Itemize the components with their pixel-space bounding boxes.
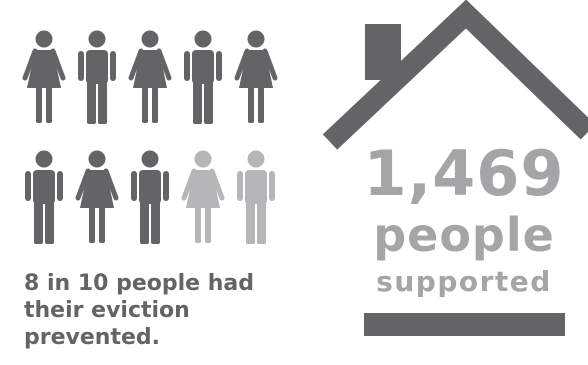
male-person-icon <box>131 150 169 244</box>
male-person-icon <box>25 150 63 244</box>
house-base <box>364 313 565 336</box>
chimney <box>365 24 401 80</box>
people-count: 1,469 <box>363 137 565 210</box>
eviction-caption: 8 in 10 people had their eviction preven… <box>24 271 255 350</box>
people-icons <box>22 30 278 244</box>
people-icon-grid <box>22 28 286 248</box>
roof <box>322 0 588 150</box>
female-person-icon <box>22 30 66 123</box>
female-person-icon <box>75 150 119 243</box>
female-person-icon <box>234 30 278 123</box>
supported-label: supported <box>376 265 552 298</box>
people-word: people <box>373 208 555 262</box>
male-person-icon <box>184 30 222 124</box>
female-person-icon <box>181 150 225 243</box>
male-person-icon <box>237 150 275 244</box>
female-person-icon <box>128 30 172 123</box>
male-person-icon <box>78 30 116 124</box>
